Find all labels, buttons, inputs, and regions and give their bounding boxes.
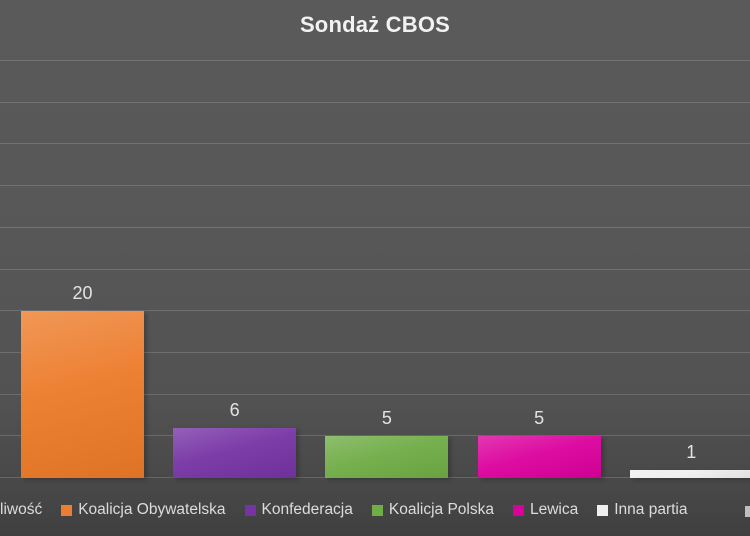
legend-swatch	[597, 504, 609, 516]
legend-item-konfederacja: Konfederacja	[244, 501, 353, 519]
gridline	[0, 185, 750, 187]
legend-item-lewica: Lewica	[512, 501, 579, 519]
legend-swatch	[371, 504, 383, 516]
bar-value-label: 5	[534, 408, 545, 429]
bar-koalicja-obywatelska	[21, 311, 144, 478]
legend-item-inna-partia: Inna partia	[597, 501, 687, 519]
legend-item-label: Konfederacja	[261, 501, 353, 518]
gridline	[0, 393, 750, 395]
legend-item-koalicja-obywatelska: Koalicja Obywatelska	[61, 501, 226, 519]
gridline	[0, 268, 750, 270]
legend-swatch	[244, 504, 256, 516]
gridline	[0, 101, 750, 103]
chart-title: Sondaż CBOS	[299, 12, 451, 37]
bar-konfederacja	[173, 427, 297, 479]
legend-item-label: Lewica	[529, 501, 579, 518]
legend-label-truncated: liwość	[0, 501, 43, 518]
bar-koalicja-polska	[325, 436, 449, 478]
bar-value-label: 5	[381, 408, 392, 429]
gridline	[0, 351, 750, 353]
bar-value-label: 6	[229, 399, 240, 420]
legend-item-koalicja-polska: Koalicja Polska	[371, 501, 494, 519]
bar-lewica	[477, 436, 601, 478]
legend-item-label: Koalicja Polska	[388, 501, 494, 518]
gridline	[0, 226, 750, 228]
gridline	[0, 435, 750, 437]
gridline	[0, 143, 750, 145]
bar-value-label: 20	[72, 283, 93, 304]
bar-value-label: 1	[686, 441, 697, 462]
gridline	[0, 60, 750, 61]
legend-item-label: Koalicja Obywatelska	[78, 501, 226, 518]
bar-inna-partia	[629, 469, 750, 479]
legend-partial-swatch	[745, 506, 750, 517]
gridline	[0, 310, 750, 312]
legend-swatch	[512, 504, 524, 516]
legend-item-label: Inna partia	[614, 501, 688, 518]
legend-swatch	[61, 504, 73, 516]
legend: liwość Koalicja Obywatelska Konfederacja K…	[0, 501, 687, 519]
